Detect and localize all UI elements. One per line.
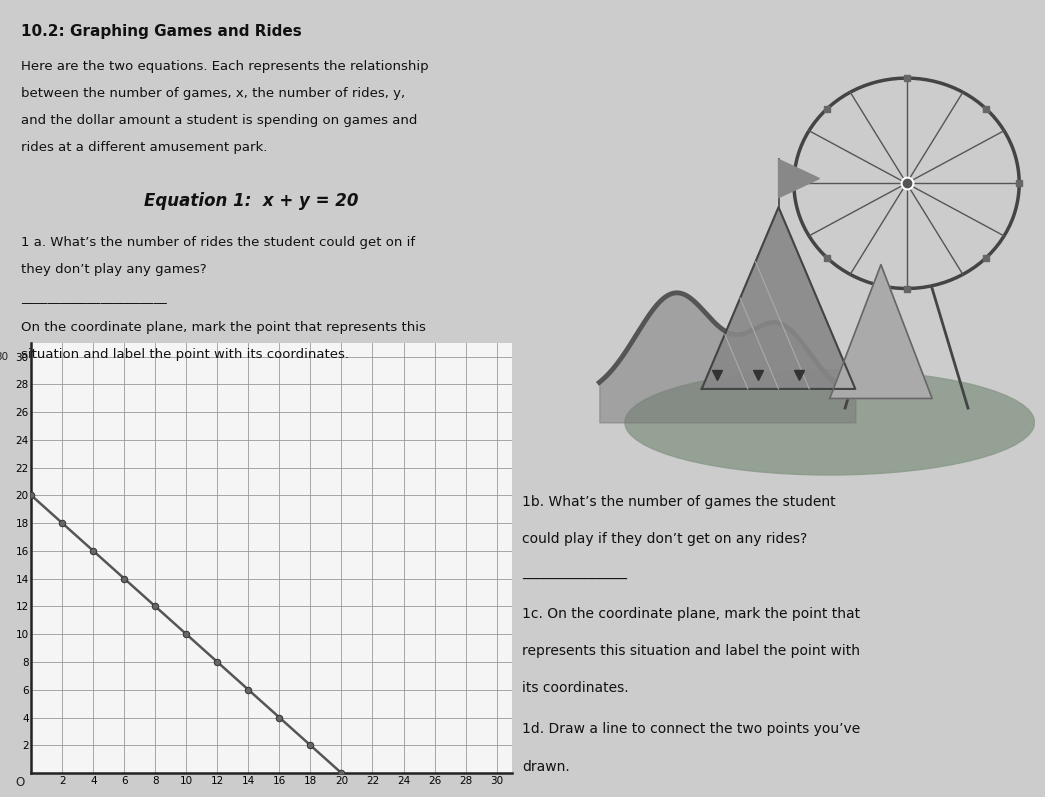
- Text: _______________: _______________: [522, 566, 627, 579]
- Polygon shape: [702, 207, 855, 389]
- Text: 10.2: Graphing Games and Rides: 10.2: Graphing Games and Rides: [21, 24, 302, 39]
- Point: [333, 767, 350, 779]
- Polygon shape: [830, 265, 932, 398]
- Point: [116, 572, 133, 585]
- Text: situation and label the point with its coordinates.: situation and label the point with its c…: [21, 348, 349, 361]
- Point: [271, 711, 287, 724]
- Point: [178, 628, 194, 641]
- Text: 1b. What’s the number of games the student: 1b. What’s the number of games the stude…: [522, 495, 836, 508]
- Text: they don’t play any games?: they don’t play any games?: [21, 263, 207, 276]
- Polygon shape: [779, 159, 819, 198]
- Point: [240, 683, 257, 696]
- Text: represents this situation and label the point with: represents this situation and label the …: [522, 644, 860, 658]
- Text: 1d. Draw a line to connect the two points you’ve: 1d. Draw a line to connect the two point…: [522, 722, 861, 736]
- Point: [85, 544, 101, 557]
- Text: could play if they don’t get on any rides?: could play if they don’t get on any ride…: [522, 532, 808, 546]
- Text: drawn.: drawn.: [522, 760, 571, 774]
- Text: rides at a different amusement park.: rides at a different amusement park.: [21, 141, 268, 154]
- Text: Equation 1:  x + y = 20: Equation 1: x + y = 20: [143, 192, 358, 210]
- Text: 1 a. What’s the number of rides the student could get on if: 1 a. What’s the number of rides the stud…: [21, 236, 415, 249]
- Text: 1c. On the coordinate plane, mark the point that: 1c. On the coordinate plane, mark the po…: [522, 607, 861, 621]
- Text: ______________________: ______________________: [21, 291, 166, 304]
- Text: and the dollar amount a student is spending on games and: and the dollar amount a student is spend…: [21, 114, 417, 127]
- Text: Here are the two equations. Each represents the relationship: Here are the two equations. Each represe…: [21, 60, 428, 73]
- Text: its coordinates.: its coordinates.: [522, 681, 629, 695]
- Text: O: O: [16, 776, 25, 789]
- Point: [147, 600, 164, 613]
- Point: [54, 516, 71, 529]
- Text: 30: 30: [0, 351, 8, 362]
- Text: On the coordinate plane, mark the point that represents this: On the coordinate plane, mark the point …: [21, 321, 425, 334]
- Text: between the number of games, x, the number of rides, y,: between the number of games, x, the numb…: [21, 87, 405, 100]
- Point: [23, 489, 40, 502]
- Point: [302, 739, 319, 752]
- Ellipse shape: [625, 370, 1035, 475]
- Point: [209, 656, 226, 669]
